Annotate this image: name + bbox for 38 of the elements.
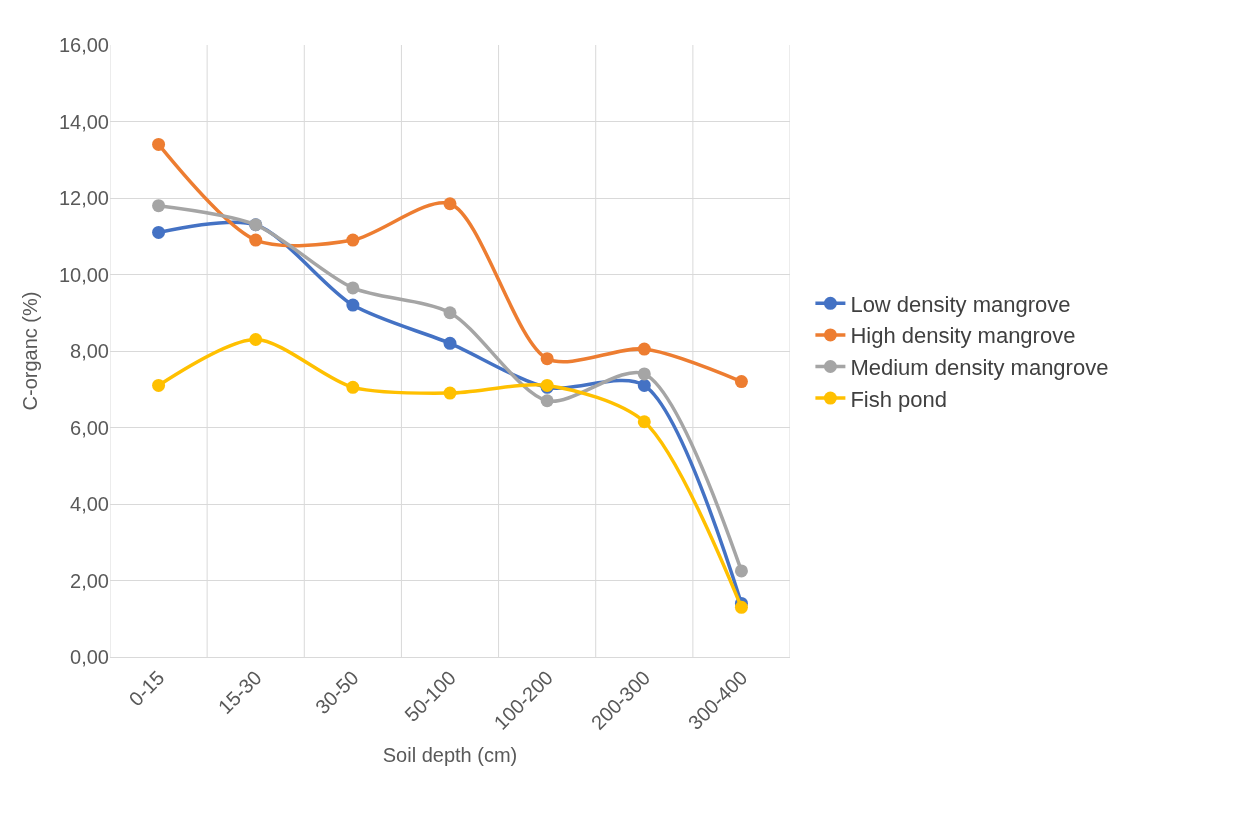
legend-label: High density mangrove [850,323,1076,349]
point [443,197,457,211]
legend-label: Low density mangrove [850,291,1071,317]
point [637,415,651,429]
point [443,386,457,400]
point [249,333,263,347]
x-axis-title: Soil depth (cm) [382,744,518,767]
point [734,564,748,578]
point [637,378,651,392]
y-tick-label: 14,00 [58,110,109,133]
y-tick-label: 2,00 [70,569,109,592]
legend-label: Medium density mangrove [850,355,1109,381]
point [637,367,651,381]
y-tick-label: 8,00 [70,340,109,362]
point [152,199,166,213]
point [443,336,457,350]
point [540,394,554,408]
point [152,137,166,151]
y-tick-label: 4,00 [70,493,109,515]
point [540,352,554,366]
y-tick-label: 0,00 [70,646,109,668]
point [346,281,360,295]
point [152,378,166,392]
y-tick-label: 6,00 [70,416,109,439]
y-axis-title: C-organc (%) [19,291,42,411]
point [346,298,360,312]
point [734,600,748,614]
y-tick-label: 12,00 [58,187,109,209]
point [152,225,166,239]
point [346,380,360,394]
y-tick-label: 10,00 [58,263,109,286]
point [346,233,360,247]
point [443,306,457,320]
point [734,375,748,389]
y-tick-label: 16,00 [58,34,109,56]
point [249,233,263,247]
point [637,342,651,356]
legend-label: Fish pond [850,386,948,412]
